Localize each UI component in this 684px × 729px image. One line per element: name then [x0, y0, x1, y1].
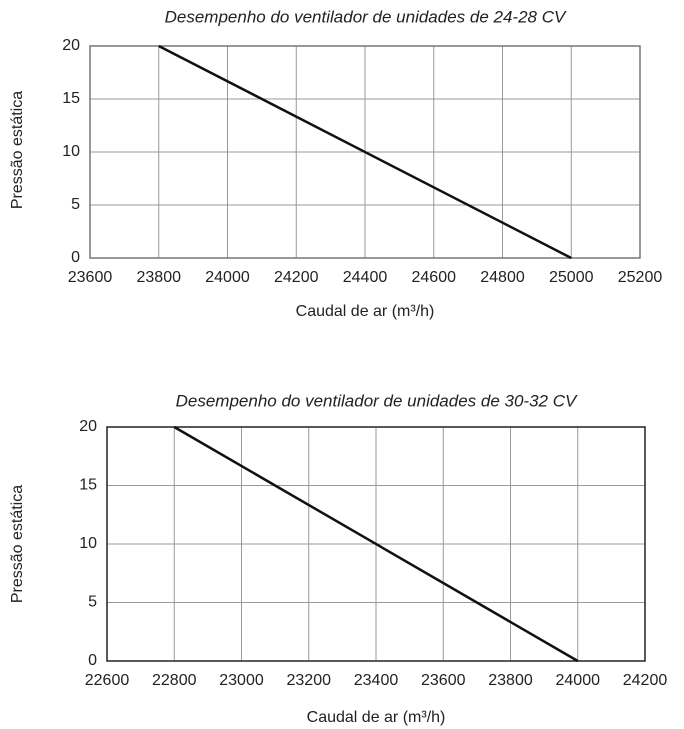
x-tick-label: 22600 — [85, 672, 130, 689]
x-tick-label: 23000 — [219, 672, 264, 689]
chart: Desempenho do ventilador de unidades de … — [9, 391, 667, 726]
y-tick-label: 5 — [88, 594, 97, 611]
x-tick-label: 24200 — [623, 672, 668, 689]
x-tick-label: 23600 — [68, 269, 113, 286]
plot-border — [106, 426, 646, 662]
chart: Desempenho do ventilador de unidades de … — [9, 7, 662, 320]
y-tick-label: 20 — [79, 418, 97, 435]
y-tick-label: 0 — [88, 652, 97, 669]
x-tick-label: 22800 — [152, 672, 197, 689]
y-tick-label: 10 — [62, 143, 80, 160]
x-tick-label: 25000 — [549, 269, 594, 286]
y-axis-label: Pressão estática — [9, 91, 26, 209]
x-tick-label: 24200 — [274, 269, 319, 286]
x-tick-label: 24800 — [480, 269, 525, 286]
y-tick-label: 5 — [71, 196, 80, 213]
x-tick-label: 23400 — [354, 672, 399, 689]
x-tick-label: 24000 — [205, 269, 250, 286]
y-tick-label: 15 — [62, 90, 80, 107]
x-tick-label: 23800 — [488, 672, 533, 689]
x-tick-label: 23200 — [287, 672, 332, 689]
x-tick-label: 25200 — [618, 269, 663, 286]
y-tick-label: 15 — [79, 477, 97, 494]
x-tick-label: 24600 — [412, 269, 457, 286]
x-axis-label: Caudal de ar (m³/h) — [307, 709, 446, 726]
chart-title: Desempenho do ventilador de unidades de … — [165, 7, 567, 26]
data-line — [173, 425, 579, 663]
x-tick-label: 23600 — [421, 672, 466, 689]
x-tick-label: 24000 — [556, 672, 601, 689]
y-tick-label: 10 — [79, 535, 97, 552]
x-tick-label: 23800 — [137, 269, 182, 286]
plot-border — [89, 45, 641, 259]
chart-title: Desempenho do ventilador de unidades de … — [176, 391, 578, 410]
data-line — [158, 44, 572, 260]
x-tick-label: 24400 — [343, 269, 388, 286]
x-axis-label: Caudal de ar (m³/h) — [296, 303, 435, 320]
y-axis-label: Pressão estática — [9, 485, 26, 603]
y-tick-label: 20 — [62, 37, 80, 54]
y-tick-label: 0 — [71, 249, 80, 266]
